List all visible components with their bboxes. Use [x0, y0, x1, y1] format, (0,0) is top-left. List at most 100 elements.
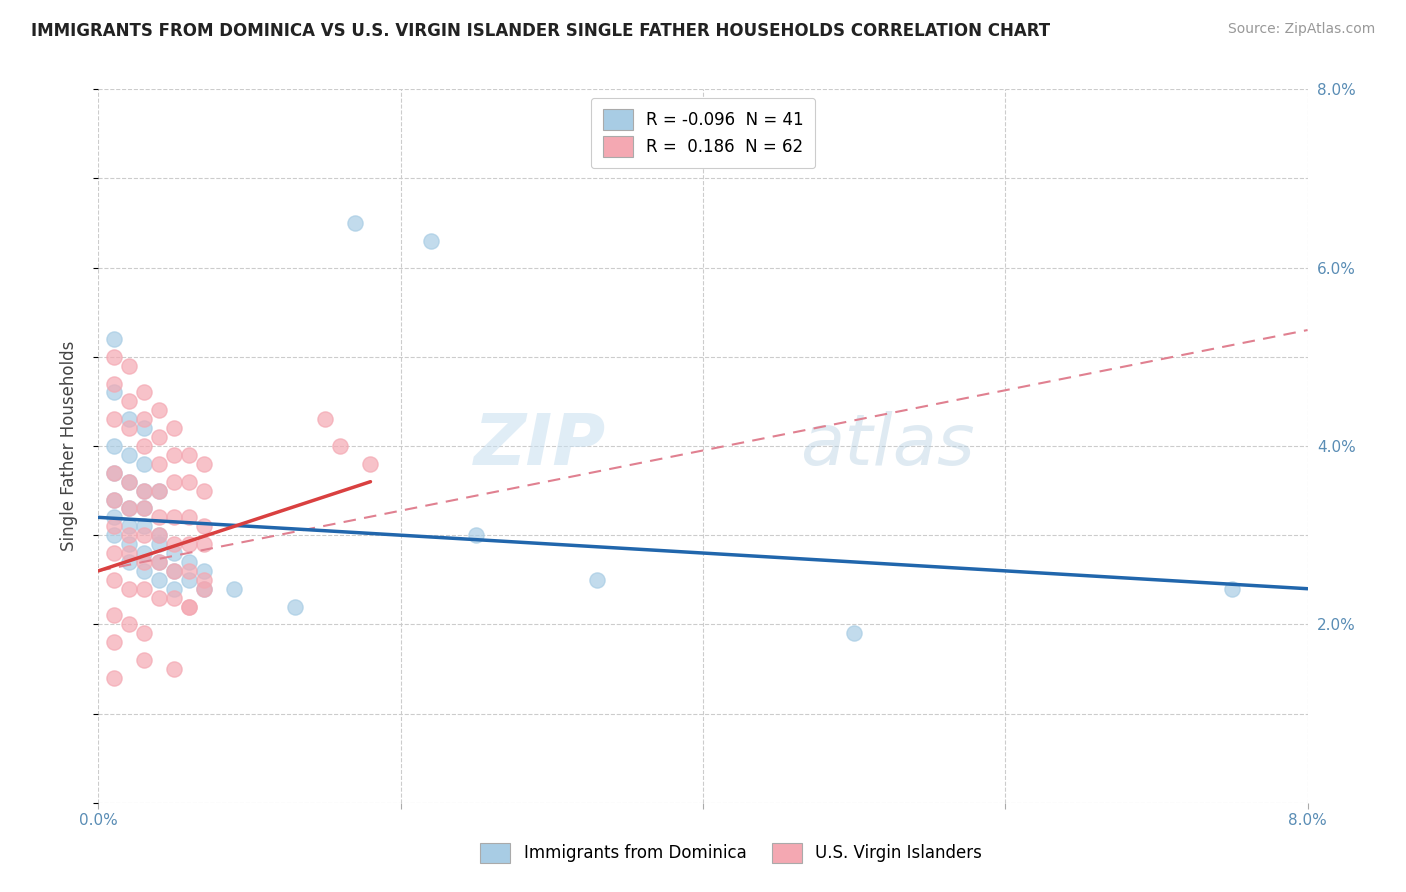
Point	[314, 412, 336, 426]
Point	[148, 528, 170, 542]
Point	[132, 412, 155, 426]
Point	[179, 564, 201, 578]
Point	[132, 385, 155, 400]
Point	[103, 350, 125, 364]
Point	[465, 528, 488, 542]
Point	[103, 492, 125, 507]
Point	[163, 662, 186, 676]
Point	[132, 626, 155, 640]
Point	[148, 528, 170, 542]
Point	[132, 528, 155, 542]
Point	[586, 573, 609, 587]
Point	[163, 510, 186, 524]
Point	[179, 510, 201, 524]
Point	[118, 555, 141, 569]
Point	[420, 234, 443, 248]
Point	[163, 475, 186, 489]
Point	[132, 501, 155, 516]
Point	[118, 475, 141, 489]
Point	[118, 528, 141, 542]
Point	[148, 573, 170, 587]
Point	[118, 501, 141, 516]
Point	[148, 483, 170, 498]
Point	[179, 599, 201, 614]
Point	[132, 457, 155, 471]
Point	[103, 385, 125, 400]
Point	[844, 626, 866, 640]
Point	[193, 573, 215, 587]
Point	[118, 475, 141, 489]
Point	[103, 528, 125, 542]
Text: Source: ZipAtlas.com: Source: ZipAtlas.com	[1227, 22, 1375, 37]
Point	[118, 546, 141, 560]
Text: ZIP: ZIP	[474, 411, 606, 481]
Point	[132, 564, 155, 578]
Point	[193, 457, 215, 471]
Point	[163, 564, 186, 578]
Point	[193, 483, 215, 498]
Point	[103, 573, 125, 587]
Point	[360, 457, 382, 471]
Point	[103, 412, 125, 426]
Point	[103, 439, 125, 453]
Legend: Immigrants from Dominica, U.S. Virgin Islanders: Immigrants from Dominica, U.S. Virgin Is…	[471, 832, 991, 873]
Point	[132, 546, 155, 560]
Point	[148, 555, 170, 569]
Point	[193, 519, 215, 533]
Point	[163, 448, 186, 462]
Point	[224, 582, 246, 596]
Point	[132, 501, 155, 516]
Point	[118, 448, 141, 462]
Point	[179, 448, 201, 462]
Point	[344, 216, 367, 230]
Point	[103, 519, 125, 533]
Legend: R = -0.096  N = 41, R =  0.186  N = 62: R = -0.096 N = 41, R = 0.186 N = 62	[591, 97, 815, 169]
Point	[103, 510, 125, 524]
Point	[103, 635, 125, 649]
Point	[118, 582, 141, 596]
Point	[284, 599, 307, 614]
Point	[103, 466, 125, 480]
Point	[118, 617, 141, 632]
Point	[163, 591, 186, 605]
Point	[103, 671, 125, 685]
Point	[163, 546, 186, 560]
Point	[148, 555, 170, 569]
Point	[179, 537, 201, 551]
Point	[148, 510, 170, 524]
Point	[103, 376, 125, 391]
Point	[163, 582, 186, 596]
Point	[103, 546, 125, 560]
Y-axis label: Single Father Households: Single Father Households	[59, 341, 77, 551]
Point	[179, 555, 201, 569]
Point	[163, 421, 186, 435]
Text: atlas: atlas	[800, 411, 974, 481]
Point	[148, 483, 170, 498]
Point	[148, 591, 170, 605]
Point	[132, 483, 155, 498]
Point	[118, 537, 141, 551]
Point	[118, 394, 141, 409]
Point	[132, 555, 155, 569]
Point	[132, 653, 155, 667]
Point	[103, 492, 125, 507]
Point	[179, 599, 201, 614]
Point	[148, 403, 170, 417]
Point	[148, 537, 170, 551]
Point	[132, 439, 155, 453]
Point	[179, 573, 201, 587]
Point	[132, 519, 155, 533]
Point	[103, 608, 125, 623]
Point	[118, 412, 141, 426]
Point	[193, 537, 215, 551]
Point	[148, 430, 170, 444]
Point	[163, 537, 186, 551]
Point	[329, 439, 352, 453]
Text: IMMIGRANTS FROM DOMINICA VS U.S. VIRGIN ISLANDER SINGLE FATHER HOUSEHOLDS CORREL: IMMIGRANTS FROM DOMINICA VS U.S. VIRGIN …	[31, 22, 1050, 40]
Point	[103, 332, 125, 346]
Point	[179, 475, 201, 489]
Point	[103, 466, 125, 480]
Point	[148, 457, 170, 471]
Point	[132, 582, 155, 596]
Point	[132, 421, 155, 435]
